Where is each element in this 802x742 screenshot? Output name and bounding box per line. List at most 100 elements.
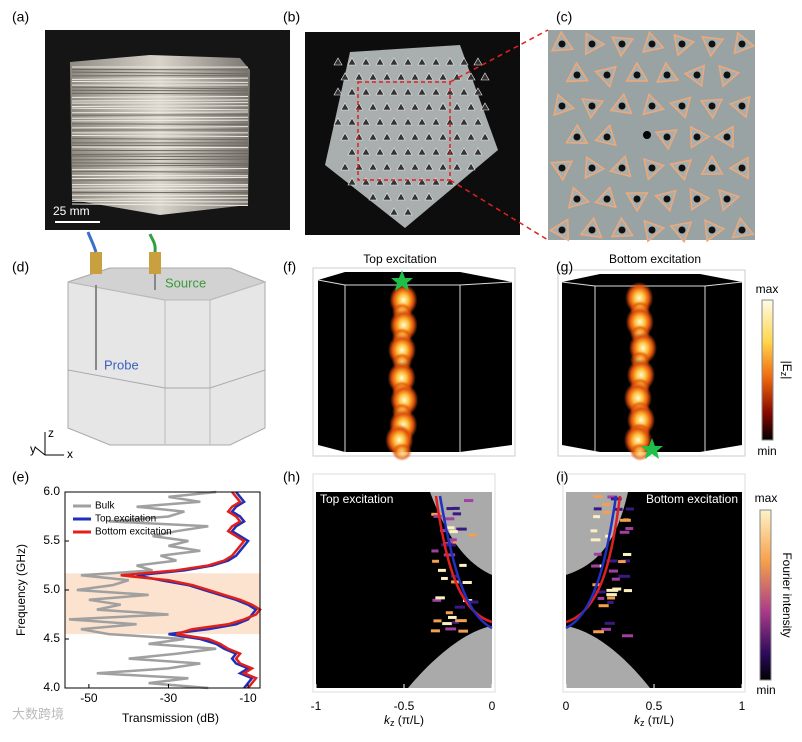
spot — [456, 528, 466, 531]
label-part: | — [780, 376, 794, 379]
hole — [559, 41, 566, 48]
hole — [619, 165, 626, 172]
panel-label: (e) — [12, 469, 29, 485]
x-tick-label: -0.5 — [394, 699, 415, 713]
label-part: (π/L) — [644, 713, 674, 727]
spot — [446, 611, 453, 614]
y-tick-label: 6.0 — [43, 484, 60, 498]
hole — [604, 134, 611, 141]
hole — [619, 103, 626, 110]
spot — [626, 508, 634, 511]
panel-label: (c) — [556, 9, 572, 25]
spot — [455, 606, 465, 609]
spot — [624, 589, 632, 592]
spot — [591, 538, 601, 541]
spot — [620, 519, 631, 522]
source-connector — [149, 252, 161, 274]
axis-name: x — [67, 447, 73, 461]
hole — [709, 227, 716, 234]
spot — [432, 560, 439, 563]
hole — [634, 196, 641, 203]
spot — [594, 507, 602, 510]
panel-label: (a) — [12, 9, 29, 25]
probe-connector — [90, 252, 102, 274]
panel-label: (b) — [283, 9, 300, 25]
hole — [739, 227, 746, 234]
hole — [589, 41, 596, 48]
spot — [620, 531, 630, 534]
label-part: |E — [780, 361, 794, 372]
spot — [612, 578, 620, 581]
hole — [604, 72, 611, 79]
glow-spot — [392, 443, 412, 461]
hole — [724, 72, 731, 79]
spot — [459, 564, 466, 567]
panel-title: Top excitation — [363, 252, 436, 266]
x-axis-label: kz (π/L) — [634, 713, 674, 728]
hole — [739, 165, 746, 172]
stripe — [72, 159, 248, 160]
spot — [599, 604, 609, 607]
spot — [431, 629, 440, 632]
y-tick-label: 4.0 — [43, 680, 60, 694]
spot — [435, 596, 445, 599]
panel-title: Top excitation — [320, 492, 393, 506]
spot — [607, 596, 615, 599]
hole — [664, 134, 671, 141]
hole — [589, 227, 596, 234]
spot — [594, 553, 602, 556]
spot — [598, 597, 605, 600]
hole — [574, 134, 581, 141]
hole — [679, 103, 686, 110]
legend-label: Bulk — [95, 501, 115, 512]
spot — [445, 627, 456, 630]
panel-label: (h) — [283, 469, 300, 485]
scale-bar-label: 25 mm — [53, 204, 90, 218]
hole — [604, 196, 611, 203]
spot — [433, 619, 441, 622]
x-tick-label: -30 — [160, 691, 178, 705]
hole — [634, 72, 641, 79]
spot — [464, 499, 473, 502]
spot — [455, 619, 467, 622]
label-part: (π/L) — [394, 713, 424, 727]
center-hole — [643, 131, 651, 139]
hole — [664, 196, 671, 203]
stripe — [72, 124, 248, 125]
hole — [559, 165, 566, 172]
colorbar-max: max — [755, 491, 778, 505]
spot — [448, 616, 457, 619]
spot — [618, 560, 626, 563]
panel-title: Bottom excitation — [646, 492, 738, 506]
x-axis-label: kz (π/L) — [384, 713, 424, 728]
spot — [453, 512, 461, 515]
stripe — [72, 165, 248, 166]
hole — [649, 165, 656, 172]
spot — [619, 575, 630, 578]
spot — [606, 593, 617, 596]
spot — [469, 534, 477, 537]
x-tick-label: -50 — [80, 691, 98, 705]
hole — [559, 103, 566, 110]
schematic: Source Probe y z x — [30, 232, 265, 461]
cable — [150, 234, 155, 252]
hole — [649, 103, 656, 110]
spot — [591, 529, 598, 532]
hole — [694, 196, 701, 203]
panel-title: Bottom excitation — [609, 252, 701, 266]
hole — [559, 227, 566, 234]
axis-name: y — [30, 442, 36, 456]
hole — [694, 134, 701, 141]
spot — [453, 507, 460, 510]
hole — [724, 134, 731, 141]
stripe — [72, 147, 248, 148]
spot — [623, 553, 631, 556]
spot — [431, 549, 438, 552]
hole — [574, 196, 581, 203]
source-label: Source — [165, 275, 206, 290]
spot — [609, 570, 618, 573]
spot — [594, 495, 603, 498]
hole — [574, 72, 581, 79]
hole — [649, 41, 656, 48]
colorbar-max: max — [756, 282, 779, 296]
